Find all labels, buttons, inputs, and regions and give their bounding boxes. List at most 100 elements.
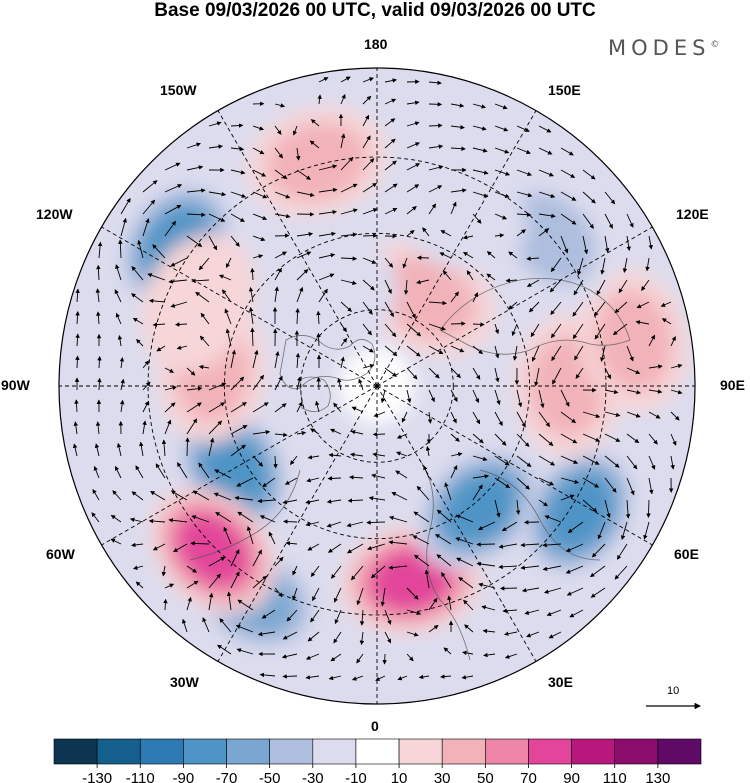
wind-arrow <box>572 323 584 340</box>
wind-arrow <box>225 257 232 269</box>
wind-arrow <box>442 270 452 281</box>
wind-arrow <box>512 345 518 361</box>
wind-arrow <box>296 169 311 180</box>
chart-title: Base 09/03/2026 00 UTC, valid 09/03/2026… <box>154 0 596 21</box>
wind-arrow <box>670 433 677 446</box>
wind-arrow <box>546 609 562 617</box>
wind-arrow <box>504 631 518 636</box>
wind-arrow <box>351 675 364 681</box>
colorbar-segment <box>139 738 184 765</box>
wind-arrow <box>428 185 443 193</box>
meridian-line <box>376 223 659 387</box>
wind-arrow <box>362 114 370 127</box>
wind-arrow <box>208 420 223 435</box>
wind-arrow <box>330 428 342 435</box>
wind-arrow <box>142 420 147 435</box>
wind-arrow <box>472 474 490 479</box>
wind-arrow <box>372 452 386 457</box>
wind-arrow <box>115 264 122 281</box>
wind-arrow <box>450 124 465 130</box>
wind-arrow <box>142 360 150 369</box>
wind-arrow <box>560 389 570 407</box>
lon-label-60e: 60E <box>674 546 699 562</box>
wind-arrow <box>582 235 589 255</box>
wind-arrow <box>296 430 307 436</box>
wind-arrow <box>538 213 556 219</box>
wind-arrow <box>425 446 431 457</box>
wind-arrow <box>252 402 269 413</box>
wind-arrow <box>350 429 364 435</box>
wind-arrow <box>622 257 628 273</box>
wind-arrow <box>252 430 271 435</box>
wind-arrow <box>582 169 596 180</box>
wind-arrow <box>236 477 254 487</box>
wind-arrow <box>230 235 240 247</box>
wind-arrow <box>208 592 214 611</box>
wind-arrow <box>316 377 321 391</box>
wind-arrow <box>213 492 232 501</box>
wind-arrow <box>340 337 348 347</box>
wind-arrow <box>626 367 641 375</box>
wind-arrow <box>472 147 488 153</box>
wind-arrow <box>230 213 245 222</box>
wind-arrow <box>403 279 409 295</box>
wind-arrow <box>252 147 265 155</box>
lon-label-90e: 90E <box>720 377 745 393</box>
wind-arrow <box>252 169 267 177</box>
wind-arrow <box>327 543 342 553</box>
wind-arrow <box>340 279 357 285</box>
wind-arrow <box>191 515 210 523</box>
wind-arrow <box>560 169 576 178</box>
colorbar-segment <box>96 738 141 765</box>
wind-arrow <box>645 257 650 272</box>
wind-arrow <box>117 334 123 347</box>
wind-arrow <box>384 301 394 318</box>
wind-arrow <box>604 235 610 253</box>
lon-label-180: 180 <box>364 36 388 52</box>
latitude-circle <box>223 232 531 540</box>
wind-arrow <box>604 213 613 229</box>
wind-arrow <box>257 631 276 637</box>
wind-arrow <box>208 382 227 391</box>
wind-arrow <box>604 411 621 418</box>
wind-arrow <box>443 647 452 655</box>
wind-arrow <box>257 498 276 504</box>
wind-arrow <box>516 229 527 237</box>
wind-arrow <box>620 521 628 541</box>
wind-arrow <box>192 490 210 501</box>
wind-arrow <box>648 364 663 369</box>
wind-arrow <box>362 257 377 264</box>
wind-arrow <box>248 286 254 303</box>
wind-arrow <box>282 499 298 505</box>
wind-arrow <box>292 587 298 601</box>
wind-arrow <box>560 213 577 225</box>
wind-arrow <box>450 411 457 424</box>
wind-arrow <box>295 307 300 325</box>
colorbar-segment <box>53 738 98 765</box>
wind-arrow <box>373 411 386 417</box>
wind-arrow <box>544 515 562 523</box>
colorbar-segment <box>657 738 702 765</box>
wind-arrow <box>116 442 122 457</box>
wind-arrow <box>219 618 232 633</box>
wind-arrow <box>208 121 222 127</box>
wind-arrow <box>505 278 518 283</box>
meridian-line <box>376 104 540 387</box>
wind-arrow <box>181 618 188 633</box>
wind-arrow <box>333 402 342 413</box>
wind-arrow <box>472 389 480 404</box>
wind-arrow <box>574 345 584 361</box>
wind-arrow <box>330 653 342 662</box>
colorbar-segment <box>485 738 529 765</box>
wind-arrow <box>186 565 198 573</box>
wind-arrow <box>401 411 408 423</box>
wind-arrow <box>156 345 166 352</box>
colorbar: -130 -110 -90 -70 -50 -30 -10 10 30 50 70 90 110 130 <box>53 738 702 783</box>
wind-arrow <box>114 465 122 479</box>
meridian-line <box>376 385 659 549</box>
wind-arrow <box>626 345 634 362</box>
wind-arrow <box>274 103 286 108</box>
wind-arrow <box>384 631 392 644</box>
wind-arrow <box>164 402 176 413</box>
wind-arrow <box>648 389 663 394</box>
